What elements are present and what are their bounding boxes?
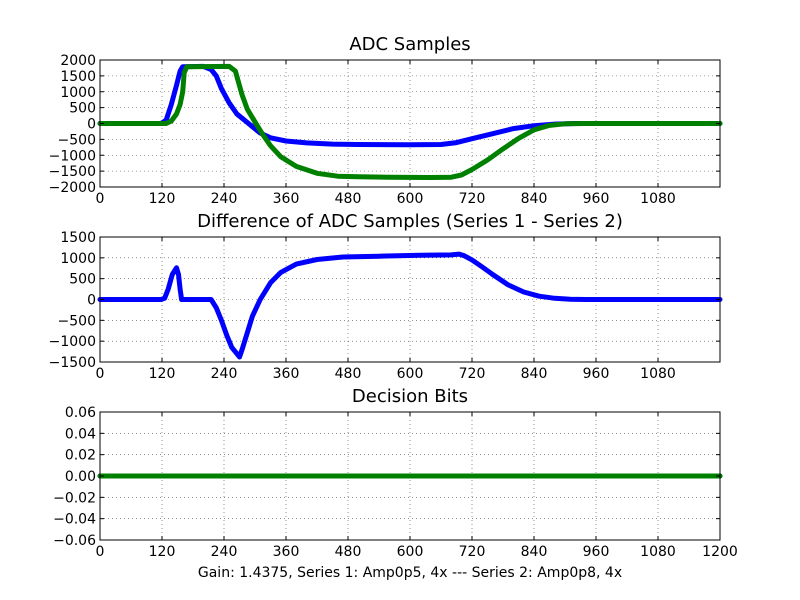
y-tick-label: −2000 [49,180,96,196]
y-tick-label: −0.02 [53,490,96,506]
x-tick-label: 360 [273,366,300,382]
x-tick-label: 600 [397,544,424,560]
y-tick-label: 1000 [60,85,96,101]
x-tick-label: 600 [397,191,424,207]
x-tick-label: 0 [96,366,105,382]
x-tick-label: 720 [459,191,486,207]
series-2-line [97,63,723,180]
y-tick-label: 0 [87,117,96,133]
y-tick-label: 500 [69,272,96,288]
x-tick-label: 480 [335,544,362,560]
x-tick-label: 840 [521,191,548,207]
y-tick-label: 2000 [60,53,96,69]
y-tick-label: 0.00 [65,469,96,485]
x-tick-label: 120 [149,366,176,382]
y-tick-label: 1500 [60,69,96,85]
x-tick-label: 1080 [640,544,676,560]
x-tick-label: 240 [211,544,238,560]
x-tick-label: 120 [149,191,176,207]
x-tick-label: 960 [583,366,610,382]
series-1-line [97,251,723,360]
x-tick-label: 240 [211,366,238,382]
x-tick-label: 960 [583,191,610,207]
y-tick-label: 0.06 [65,405,96,421]
x-tick-label: 480 [335,366,362,382]
y-tick-label: −1500 [49,164,96,180]
y-tick-label: 500 [69,101,96,117]
x-tick-label: 600 [397,366,424,382]
y-tick-label: 1000 [60,251,96,267]
y-tick-label: −500 [58,132,96,148]
x-tick-label: 0 [96,191,105,207]
x-tick-label: 480 [335,191,362,207]
figure-caption: Gain: 1.4375, Series 1: Amp0p5, 4x --- S… [198,565,622,581]
x-tick-label: 240 [211,191,238,207]
x-tick-label: 360 [273,544,300,560]
x-tick-label: 1200 [702,544,738,560]
x-tick-label: 720 [459,366,486,382]
y-tick-label: −0.06 [53,533,96,549]
chart-title: Decision Bits [352,386,468,407]
x-tick-label: 120 [149,544,176,560]
y-tick-label: −1000 [49,334,96,350]
x-tick-label: 1080 [640,191,676,207]
chart-title: ADC Samples [349,34,470,55]
x-tick-label: 720 [459,544,486,560]
y-tick-label: 0.02 [65,448,96,464]
x-tick-label: 960 [583,544,610,560]
x-tick-label: 1080 [640,366,676,382]
y-tick-label: 0.04 [65,426,96,442]
x-tick-label: 0 [96,544,105,560]
y-tick-label: 1500 [60,230,96,246]
y-tick-label: −500 [58,313,96,329]
y-tick-label: 0 [87,293,96,309]
chart-title: Difference of ADC Samples (Series 1 - Se… [197,211,623,232]
x-tick-label: 840 [521,544,548,560]
x-tick-label: 840 [521,366,548,382]
x-tick-label: 360 [273,191,300,207]
y-tick-label: −0.04 [53,512,96,528]
y-tick-label: −1000 [49,148,96,164]
chart-panel-1: 0 120 240 360 480 600 720 840 960 1080 20001500100… [49,34,723,207]
chart-panel-2: 0 120 240 360 480 600 720 840 960 1080 1500 1000 500… [49,211,723,382]
chart-panel-3: 0 120 240 360 480 600 720 840 960 1080 1200 0.06 0.0… [53,386,738,560]
y-tick-label: −1500 [49,355,96,371]
